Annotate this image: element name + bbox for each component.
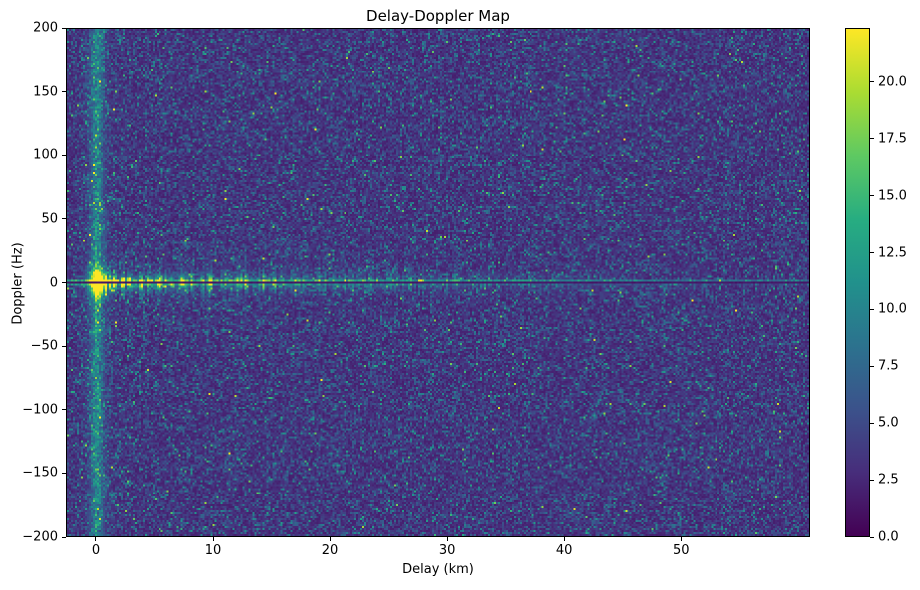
x-axis-label: Delay (km): [402, 562, 474, 577]
y-tick-mark: [62, 282, 66, 283]
colorbar-tick-mark: [870, 81, 874, 83]
colorbar-tick-mark: [870, 308, 874, 310]
y-tick-label: 200: [33, 20, 58, 36]
x-tick-label: 30: [438, 543, 456, 558]
y-tick-mark: [62, 409, 66, 411]
y-tick-mark: [62, 91, 66, 93]
colorbar-tick-mark: [870, 422, 874, 424]
x-tick-label: 50: [672, 543, 690, 558]
colorbar-tick-label: 12.5: [878, 245, 907, 261]
y-tick-mark: [62, 154, 66, 156]
y-tick-label: −200: [22, 529, 58, 545]
x-tick-mark: [563, 537, 565, 541]
x-tick-label: 20: [321, 543, 339, 558]
colorbar-tick-mark: [870, 138, 874, 140]
x-tick-mark: [680, 537, 682, 541]
y-tick-label: −50: [30, 338, 58, 354]
y-tick-mark: [62, 218, 66, 220]
heatmap-canvas: [67, 29, 809, 536]
y-tick-label: 100: [33, 147, 58, 163]
y-tick-label: −150: [22, 465, 58, 481]
colorbar-tick-mark: [870, 536, 874, 538]
colorbar-tick-label: 7.5: [878, 358, 899, 374]
y-tick-mark: [62, 472, 66, 474]
y-tick-mark: [62, 345, 66, 347]
chart-title: Delay-Doppler Map: [366, 7, 510, 25]
y-tick-mark: [62, 27, 66, 29]
x-tick-label: 0: [91, 543, 101, 558]
colorbar-tick-mark: [870, 365, 874, 367]
y-tick-label: 0: [49, 275, 58, 290]
colorbar-tick-label: 17.5: [878, 131, 907, 147]
colorbar-tick-label: 0.0: [878, 529, 899, 545]
colorbar-tick-label: 2.5: [878, 472, 899, 488]
x-tick-label: 40: [555, 543, 573, 558]
heatmap-plot-area: [66, 28, 810, 537]
colorbar-tick-mark: [870, 252, 874, 254]
y-tick-label: 50: [41, 211, 58, 227]
colorbar-tick-label: 10.0: [878, 301, 907, 317]
colorbar-tick-mark: [870, 479, 874, 481]
y-tick-mark: [62, 536, 66, 538]
colorbar-tick-label: 20.0: [878, 74, 907, 90]
x-tick-mark: [329, 537, 331, 541]
x-tick-mark: [446, 537, 448, 541]
x-tick-mark: [95, 537, 97, 541]
x-tick-label: 10: [204, 543, 222, 558]
x-tick-mark: [212, 537, 214, 541]
colorbar-gradient: [846, 29, 869, 536]
colorbar-tick-label: 15.0: [878, 188, 907, 204]
y-tick-label: 150: [33, 84, 58, 100]
colorbar-tick-mark: [870, 195, 874, 197]
colorbar: [845, 28, 870, 537]
y-tick-label: −100: [22, 402, 58, 418]
colorbar-tick-label: 5.0: [878, 415, 899, 431]
